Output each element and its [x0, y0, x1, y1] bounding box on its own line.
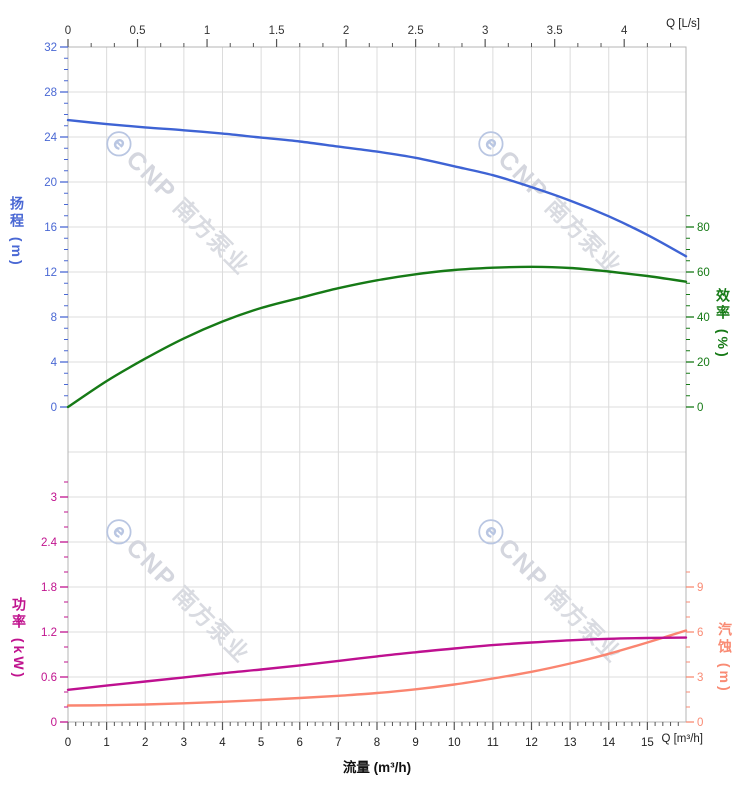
svg-text:9: 9 — [412, 737, 418, 749]
svg-text:20: 20 — [44, 177, 57, 189]
svg-text:7: 7 — [335, 737, 341, 749]
bottom-axis-unit-label: Q [m³/h] — [661, 733, 703, 745]
svg-text:9: 9 — [697, 582, 703, 594]
svg-text:3: 3 — [181, 737, 187, 749]
svg-text:0: 0 — [51, 402, 57, 414]
svg-text:3: 3 — [697, 672, 703, 684]
flow-axis-title: 流量 (m³/h) — [342, 760, 412, 775]
watermark-cjk: 南方泵业 — [540, 581, 627, 668]
watermark-brand: CNP — [120, 533, 182, 595]
svg-text:20: 20 — [697, 357, 710, 369]
watermark: ⓔCNP南方泵业 — [469, 509, 631, 671]
watermark: ⓔCNP南方泵业 — [97, 121, 259, 283]
svg-text:15: 15 — [641, 737, 654, 749]
svg-text:8: 8 — [51, 312, 57, 324]
svg-text:2: 2 — [142, 737, 148, 749]
svg-text:28: 28 — [44, 87, 57, 99]
svg-text:1.8: 1.8 — [41, 582, 57, 594]
watermark: ⓔCNP南方泵业 — [97, 509, 259, 671]
cnp-logo-icon: ⓔ — [470, 512, 511, 553]
svg-text:4: 4 — [621, 25, 628, 37]
cnp-logo-icon: ⓔ — [470, 124, 511, 165]
svg-text:4: 4 — [219, 737, 226, 749]
svg-text:13: 13 — [564, 737, 577, 749]
svg-text:3: 3 — [51, 492, 57, 504]
svg-text:8: 8 — [374, 737, 380, 749]
head-axis-title: 扬程 (m) — [9, 196, 25, 268]
svg-text:40: 40 — [697, 312, 710, 324]
svg-text:3.5: 3.5 — [547, 25, 563, 37]
svg-text:6: 6 — [697, 627, 703, 639]
svg-text:0: 0 — [51, 717, 57, 729]
svg-text:1: 1 — [204, 25, 210, 37]
svg-text:0: 0 — [697, 402, 703, 414]
svg-text:60: 60 — [697, 267, 710, 279]
cnp-logo-icon: ⓔ — [98, 512, 139, 553]
svg-text:2.4: 2.4 — [41, 537, 58, 549]
watermark-brand: CNP — [492, 533, 554, 595]
top-axis-unit-label: Q [L/s] — [666, 18, 700, 30]
watermark-cjk: 南方泵业 — [168, 581, 255, 668]
svg-text:3: 3 — [482, 25, 488, 37]
svg-text:0.5: 0.5 — [130, 25, 146, 37]
watermark-brand: CNP — [492, 145, 554, 207]
svg-text:0: 0 — [65, 737, 71, 749]
svg-text:0: 0 — [65, 25, 71, 37]
svg-text:1.2: 1.2 — [41, 627, 57, 639]
svg-text:2.5: 2.5 — [408, 25, 424, 37]
svg-text:1: 1 — [103, 737, 109, 749]
watermark-brand: CNP — [120, 145, 182, 207]
svg-text:14: 14 — [602, 737, 615, 749]
svg-text:5: 5 — [258, 737, 264, 749]
watermark-cjk: 南方泵业 — [540, 193, 627, 280]
svg-text:12: 12 — [525, 737, 538, 749]
svg-text:10: 10 — [448, 737, 461, 749]
npsh-axis-title: 汽蚀 (m) — [717, 622, 733, 694]
svg-text:0.6: 0.6 — [41, 672, 57, 684]
watermark-cjk: 南方泵业 — [168, 193, 255, 280]
svg-text:24: 24 — [44, 132, 57, 144]
svg-text:1.5: 1.5 — [269, 25, 285, 37]
svg-text:12: 12 — [44, 267, 57, 279]
cnp-logo-icon: ⓔ — [98, 124, 139, 165]
svg-text:11: 11 — [487, 737, 499, 749]
svg-text:32: 32 — [44, 42, 57, 54]
svg-text:2: 2 — [343, 25, 349, 37]
efficiency-axis-title: 效率 (%) — [715, 288, 731, 360]
svg-text:16: 16 — [44, 222, 57, 234]
power-axis-title: 功率 (kW) — [11, 597, 27, 681]
watermark: ⓔCNP南方泵业 — [469, 121, 631, 283]
svg-text:80: 80 — [697, 222, 710, 234]
svg-text:6: 6 — [297, 737, 303, 749]
svg-text:0: 0 — [697, 717, 703, 729]
svg-text:4: 4 — [51, 357, 58, 369]
